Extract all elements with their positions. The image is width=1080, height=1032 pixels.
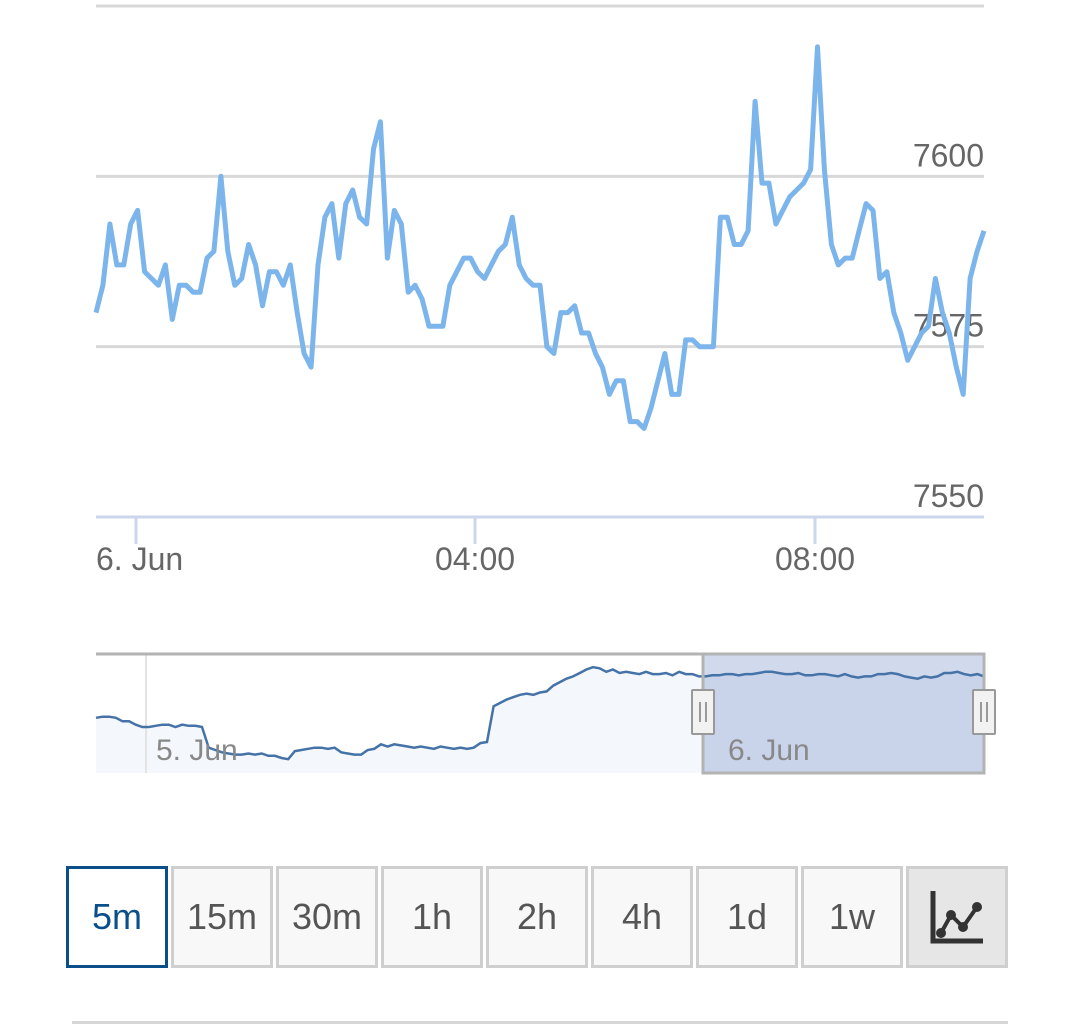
range-button-15m[interactable]: 15m	[171, 866, 273, 968]
range-button-1w[interactable]: 1w	[801, 866, 903, 968]
range-button-1h[interactable]: 1h	[381, 866, 483, 968]
navigator-series-line	[95, 665, 985, 761]
divider	[72, 1021, 1008, 1024]
range-button-4h[interactable]: 4h	[591, 866, 693, 968]
navigator-label: 6. Jun	[728, 734, 810, 767]
navigator-label: 5. Jun	[156, 734, 238, 767]
range-button-30m[interactable]: 30m	[276, 866, 378, 968]
range-selector: 5m 15m 30m 1h 2h 4h 1d 1w	[66, 866, 1011, 974]
range-button-1d[interactable]: 1d	[696, 866, 798, 968]
x-tick-label: 04:00	[435, 541, 515, 577]
y-tick-label: 7550	[913, 478, 984, 514]
navigator-outline	[96, 652, 986, 775]
navigator-handle-right[interactable]	[972, 689, 996, 735]
x-tick-label: 08:00	[775, 541, 855, 577]
range-button-5m[interactable]: 5m	[66, 866, 168, 968]
y-tick-label: 7600	[913, 137, 984, 173]
range-button-2h[interactable]: 2h	[486, 866, 588, 968]
chart-type-button[interactable]	[906, 866, 1008, 968]
series-line	[93, 44, 987, 431]
line-chart-icon	[930, 891, 983, 944]
navigator-area	[96, 667, 984, 773]
navigator[interactable]: 5. Jun 6. Jun	[0, 640, 1080, 790]
x-tick-label: 6. Jun	[96, 541, 183, 577]
navigator-handle-left[interactable]	[691, 689, 715, 735]
